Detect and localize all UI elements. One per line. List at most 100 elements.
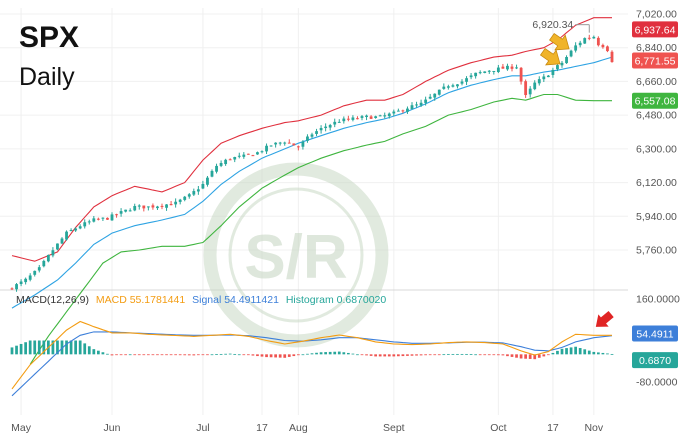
candle-body-46 [219,162,223,166]
histogram-bar-80 [374,354,377,357]
candle-body-113 [524,81,528,96]
histogram-bar-71 [333,351,337,355]
histogram-bar-49 [233,353,237,355]
chart-title: SPX [19,21,79,54]
candle-body-49 [233,157,237,160]
candle-body-27 [133,206,137,211]
histogram-bar-99 [460,353,464,355]
candle-7 [42,259,46,268]
histogram-bar-59 [278,354,282,358]
candle-116 [537,76,541,86]
candle-16 [83,219,87,229]
histogram-bar-79 [369,354,373,356]
histogram-bar-68 [319,352,323,355]
candle-47 [224,158,228,166]
histogram-bar-67 [315,352,318,355]
histogram-bar-15 [78,340,82,355]
histogram-bar-112 [519,354,523,359]
histogram-bar-40 [192,354,196,356]
candle-body-16 [83,222,87,227]
histogram-bar-33 [160,354,164,356]
candle-120 [556,64,559,72]
candle-59 [278,141,282,146]
candle-10 [56,243,59,251]
candle-body-7 [42,260,46,267]
macd-badge-1-label: 0.6870 [639,355,671,367]
candle-111 [515,64,518,70]
candle-body-108 [501,66,505,69]
histogram-bar-4 [28,340,32,355]
candle-80 [374,115,378,119]
histogram-bar-51 [242,354,246,356]
candle-body-36 [174,201,178,205]
candle-121 [560,61,564,68]
candle-61 [287,139,291,144]
candle-body-100 [465,78,468,82]
histogram-bar-7 [42,340,46,355]
candle-60 [283,141,287,146]
histogram-bar-86 [401,354,405,357]
histogram-bar-39 [187,354,191,356]
histogram-bar-32 [156,354,159,356]
candle-body-132 [610,51,614,63]
price-tick-label: 6,660.00 [636,76,677,88]
candle-76 [356,116,359,120]
candle-37 [178,198,182,205]
histogram-bar-34 [165,354,168,356]
annotations: 6,920.34 [532,19,590,66]
histogram-bar-9 [51,340,55,355]
histogram-bar-90 [419,354,423,356]
candle-52 [246,153,250,155]
candle-body-96 [446,86,450,88]
price-badge-0-bg [632,21,678,38]
histogram-bar-82 [383,354,387,357]
candle-body-30 [146,206,150,208]
price-badge-2-label: 6,557.08 [635,96,676,108]
candle-body-125 [578,42,582,46]
candle-69 [324,123,328,132]
candle-body-60 [283,142,287,144]
price-tick-label: 6,300.00 [636,143,677,155]
candle-body-35 [169,204,173,206]
candle-64 [301,140,305,150]
histogram-bar-78 [365,354,368,356]
histogram-bar-19 [97,350,100,355]
price-badges: 6,937.64 6,771.55 6,557.08 54.4911 0.6870 [632,21,678,369]
candle-51 [242,152,246,159]
candle-body-97 [451,85,455,87]
histogram-bar-5 [33,340,37,355]
candle-body-72 [337,121,341,123]
histogram-bar-1 [15,345,18,355]
histogram-bar-52 [247,354,250,356]
candle-0 [10,287,14,291]
candle-body-39 [187,194,191,197]
price-tick-label: 6,840.00 [636,42,677,54]
candle-56 [265,143,268,155]
histogram-bar-0 [10,347,14,355]
histogram-bar-22 [110,354,114,356]
watermark-logo: S/R [203,162,389,348]
axes: 7,020.00 6,840.00 6,660.00 6,480.00 6,300.00… [11,9,680,435]
macd-badge-0: 54.4911 [632,325,678,342]
candle-130 [601,43,605,49]
candle-31 [151,203,155,210]
histogram-bar-66 [310,353,314,355]
candle-14 [74,227,78,232]
candle-body-95 [442,86,446,89]
candle-body-4 [28,275,32,280]
histogram-bar-6 [37,340,41,355]
candle-body-24 [119,211,123,214]
candle-body-93 [433,93,437,98]
macd-lines [11,310,614,397]
candle-11 [60,237,64,245]
candle-body-73 [342,118,346,122]
candle-body-65 [306,136,309,141]
histogram-bar-35 [169,354,173,356]
histogram-bar-107 [497,354,500,356]
candle-113 [524,79,528,98]
price-tick-label: 7,020.00 [636,9,677,21]
histogram-bar-132 [610,353,614,355]
macd-badge-0-label: 54.4911 [636,328,673,340]
candle-2 [19,279,23,287]
